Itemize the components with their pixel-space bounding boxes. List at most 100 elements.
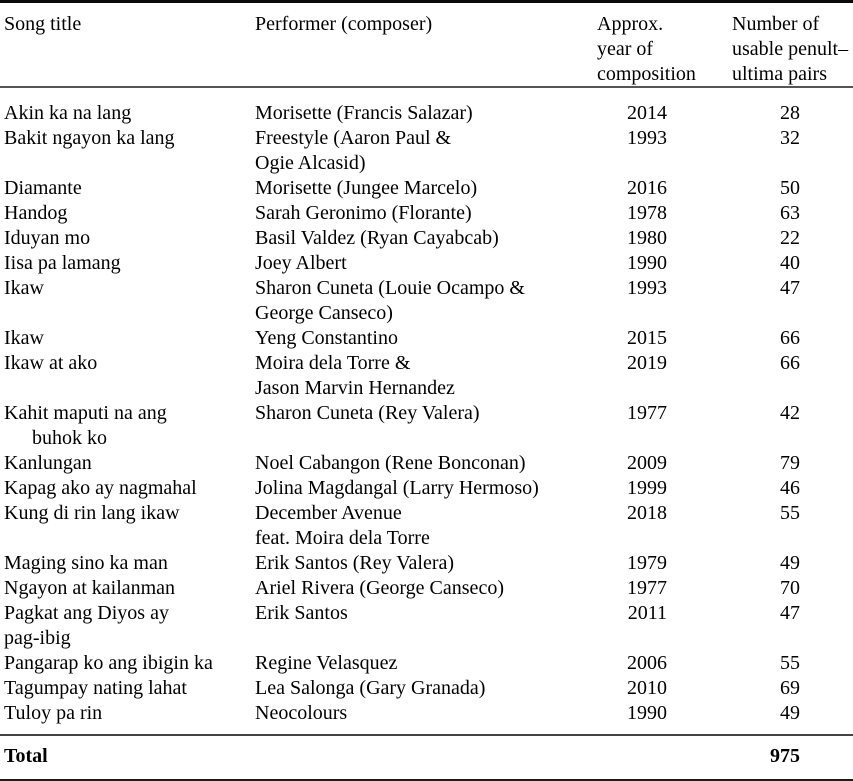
col-header-year-line-3: composition xyxy=(597,63,696,85)
song-title-cell: Handog xyxy=(0,201,252,226)
performer-cell: Freestyle (Aaron Paul & Ogie Alcasid) xyxy=(252,126,597,176)
year-cell: 1979 xyxy=(627,552,667,574)
performer-cell: Joey Albert xyxy=(252,251,597,276)
col-header-year-line-1: Approx. xyxy=(597,13,664,35)
song-title-cell: Ikaw at ako xyxy=(0,351,252,376)
performer-cell: Sharon Cuneta (Rey Valera) xyxy=(252,401,597,426)
col-header-pairs: Number of usable penult– ultima pairs xyxy=(707,12,853,87)
table-row: Pangarap ko ang ibigin ka Regine Velasque… xyxy=(0,651,853,676)
performer-cell: December Avenue feat. Moira dela Torre xyxy=(252,501,597,551)
table-row: Kanlungan Noel Cabangon (Rene Bonconan) 20… xyxy=(0,451,853,476)
song-title-cell-line-1: Iisa pa lamang xyxy=(4,252,121,274)
col-header-pairs-line-2: usable penult– xyxy=(732,38,849,60)
pairs-cell: 47 xyxy=(780,277,800,299)
year-cell: 2009 xyxy=(627,452,667,474)
table-total-row: Total 975 xyxy=(0,734,853,779)
total-value: 975 xyxy=(770,745,800,767)
performer-cell: Morisette (Francis Salazar) xyxy=(252,101,597,126)
song-title-cell: Ikaw xyxy=(0,276,252,301)
song-title-cell-line-1: Iduyan mo xyxy=(4,227,91,249)
year-cell: 1990 xyxy=(627,702,667,724)
performer-cell: Ariel Rivera (George Canseco) xyxy=(252,576,597,601)
song-title-cell-line-1: Kung di rin lang ikaw xyxy=(4,502,180,524)
song-title-cell: Akin ka na lang xyxy=(0,101,252,126)
performer-cell-line-1: Lea Salonga (Gary Granada) xyxy=(255,677,486,699)
table-row: Tuloy pa rin Neocolours 1990 49 xyxy=(0,701,853,726)
pairs-cell: 47 xyxy=(780,602,800,624)
year-cell: 1999 xyxy=(627,477,667,499)
song-title-cell: Bakit ngayon ka lang xyxy=(0,126,252,151)
performer-cell: Lea Salonga (Gary Granada) xyxy=(252,676,597,701)
year-cell: 1993 xyxy=(627,127,667,149)
col-header-performer-label: Performer (composer) xyxy=(255,13,433,35)
total-label-cell: Total xyxy=(0,744,252,769)
performer-cell-line-2: Jason Marvin Hernandez xyxy=(255,377,455,399)
col-header-performer: Performer (composer) xyxy=(252,12,597,37)
table-row: Iduyan mo Basil Valdez (Ryan Cayabcab) 198… xyxy=(0,226,853,251)
pairs-cell: 55 xyxy=(780,502,800,524)
performer-cell-line-1: Joey Albert xyxy=(255,252,347,274)
song-title-cell: Pagkat ang Diyos ay pag-ibig xyxy=(0,601,252,651)
year-cell: 2018 xyxy=(627,502,667,524)
table-row: Diamante Morisette (Jungee Marcelo) 2016 50 xyxy=(0,176,853,201)
table-row: Ngayon at kailanman Ariel Rivera (George … xyxy=(0,576,853,601)
table-row: Pagkat ang Diyos ay pag-ibig Erik Santos 20… xyxy=(0,601,853,651)
song-title-cell: Diamante xyxy=(0,176,252,201)
performer-cell-line-1: Jolina Magdangal (Larry Hermoso) xyxy=(255,477,539,499)
song-title-cell: Tuloy pa rin xyxy=(0,701,252,726)
performer-cell-line-1: Erik Santos xyxy=(255,602,348,624)
song-title-cell-line-2: buhok ko xyxy=(32,427,107,449)
table-row: Ikaw Sharon Cuneta (Louie Ocampo & George … xyxy=(0,276,853,326)
song-title-cell-line-1: Handog xyxy=(4,202,68,224)
performer-cell-line-1: Morisette (Francis Salazar) xyxy=(255,102,473,124)
table-body: Akin ka na lang Morisette (Francis Salaza… xyxy=(0,88,853,734)
pairs-cell: 46 xyxy=(780,477,800,499)
col-header-year: Approx. year of composition xyxy=(597,12,707,87)
total-value-cell: 975 xyxy=(707,744,853,769)
song-title-cell-line-1: Tagumpay nating lahat xyxy=(4,677,187,699)
performer-cell-line-1: Regine Velasquez xyxy=(255,652,398,674)
song-title-cell-line-1: Tuloy pa rin xyxy=(4,702,103,724)
performer-cell-line-2: feat. Moira dela Torre xyxy=(255,527,430,549)
year-cell: 1978 xyxy=(627,202,667,224)
performer-cell-line-1: Sharon Cuneta (Rey Valera) xyxy=(255,402,480,424)
song-title-cell-line-2: pag-ibig xyxy=(4,627,71,649)
year-cell: 2010 xyxy=(627,677,667,699)
pairs-cell: 40 xyxy=(780,252,800,274)
performer-cell-line-1: Yeng Constantino xyxy=(255,327,398,349)
year-cell: 1993 xyxy=(627,277,667,299)
song-title-cell: Kanlungan xyxy=(0,451,252,476)
performer-cell-line-1: Basil Valdez (Ryan Cayabcab) xyxy=(255,227,499,249)
pairs-cell: 28 xyxy=(780,102,800,124)
pairs-cell: 70 xyxy=(780,577,800,599)
performer-cell: Yeng Constantino xyxy=(252,326,597,351)
performer-cell-line-1: Moira dela Torre & xyxy=(255,352,411,374)
col-header-year-line-2: year of xyxy=(597,38,654,60)
song-title-cell-line-1: Ngayon at kailanman xyxy=(4,577,176,599)
song-title-cell: Kahit maputi na ang buhok ko xyxy=(0,401,252,451)
year-cell: 2016 xyxy=(627,177,667,199)
pairs-cell: 69 xyxy=(780,677,800,699)
year-cell: 2011 xyxy=(627,602,667,624)
performer-cell-line-1: Sarah Geronimo (Florante) xyxy=(255,202,472,224)
year-cell: 1990 xyxy=(627,252,667,274)
song-title-cell: Iduyan mo xyxy=(0,226,252,251)
pairs-cell: 79 xyxy=(780,452,800,474)
pairs-cell: 32 xyxy=(780,127,800,149)
col-header-pairs-line-3: ultima pairs xyxy=(732,63,827,85)
pairs-cell: 63 xyxy=(780,202,800,224)
song-title-cell-line-1: Akin ka na lang xyxy=(4,102,132,124)
year-cell: 2019 xyxy=(627,352,667,374)
performer-cell: Erik Santos (Rey Valera) xyxy=(252,551,597,576)
col-header-song-title-label: Song title xyxy=(4,13,82,35)
performer-cell: Moira dela Torre & Jason Marvin Hernandez xyxy=(252,351,597,401)
song-title-cell: Ngayon at kailanman xyxy=(0,576,252,601)
pairs-cell: 42 xyxy=(780,402,800,424)
song-title-cell-line-1: Diamante xyxy=(4,177,82,199)
pairs-cell: 49 xyxy=(780,552,800,574)
table-row: Bakit ngayon ka lang Freestyle (Aaron Pau… xyxy=(0,126,853,176)
table-row: Iisa pa lamang Joey Albert 1990 40 xyxy=(0,251,853,276)
performer-cell-line-1: Sharon Cuneta (Louie Ocampo & xyxy=(255,277,525,299)
total-label: Total xyxy=(4,745,48,767)
